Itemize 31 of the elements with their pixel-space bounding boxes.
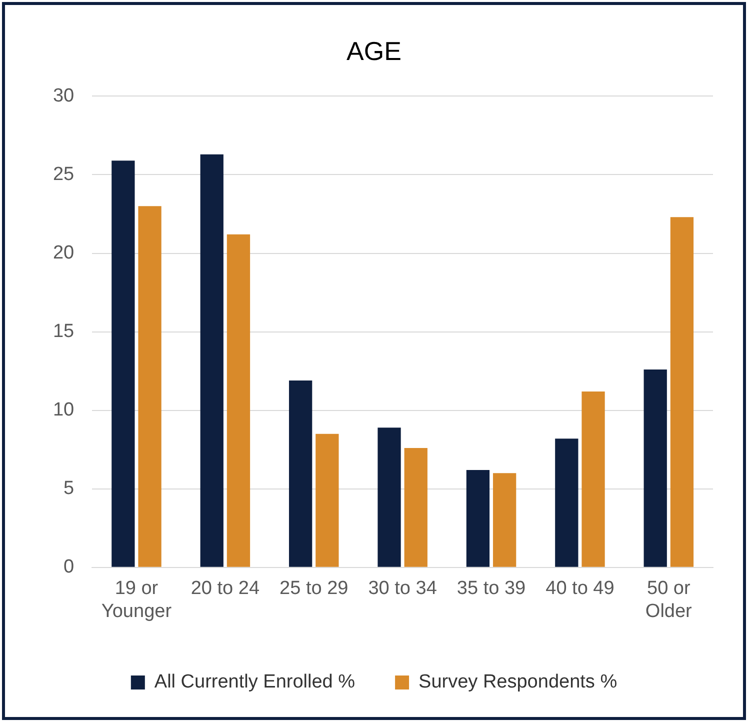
- x-tick-label: 35 to 39: [456, 578, 526, 600]
- chart-title: AGE: [346, 36, 402, 66]
- bar: [582, 391, 605, 567]
- x-tick-label: 30 to 34: [368, 578, 438, 600]
- bar: [555, 438, 578, 567]
- y-tick-label: 20: [52, 242, 74, 264]
- bar: [492, 473, 516, 567]
- y-tick-label: 25: [52, 164, 74, 185]
- bar: [200, 154, 224, 567]
- bar: [138, 206, 162, 567]
- bar: [112, 160, 135, 567]
- y-tick-label: 15: [52, 321, 74, 342]
- legend-label: Survey Respondents %: [418, 672, 618, 693]
- x-tick-label: 25 to 29: [280, 578, 348, 600]
- x-tick-label: 50 or Older: [645, 578, 693, 622]
- y-tick-label: 5: [64, 478, 74, 500]
- y-tick-label: 10: [52, 400, 74, 421]
- bar: [316, 434, 339, 567]
- y-tick-label: 30: [52, 85, 74, 106]
- bar: [404, 448, 428, 567]
- bar: [226, 234, 250, 567]
- bar: [288, 380, 312, 567]
- x-tick-label: 40 to 49: [546, 578, 614, 600]
- bar: [466, 470, 490, 567]
- y-tick-label: 0: [64, 556, 74, 578]
- x-tick-label: 19 or Younger: [101, 578, 172, 622]
- x-tick-label: 20 to 24: [190, 578, 260, 600]
- legend-label: All Currently Enrolled %: [154, 672, 356, 693]
- bar: [644, 369, 667, 567]
- bar: [670, 217, 694, 567]
- bar: [378, 428, 401, 567]
